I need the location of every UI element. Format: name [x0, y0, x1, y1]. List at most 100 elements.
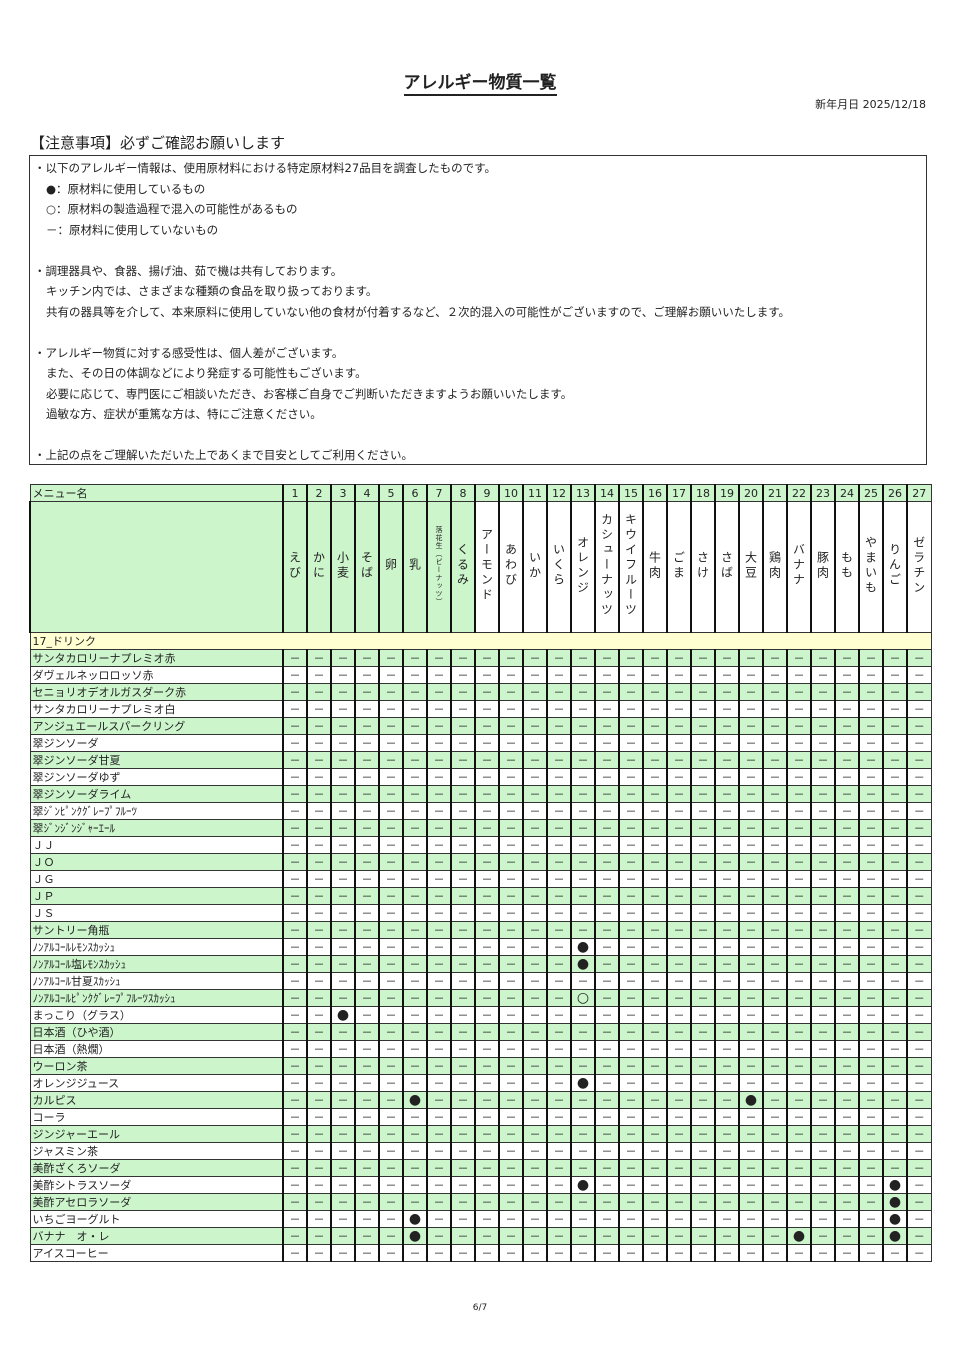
allergen-mark: － — [834, 972, 860, 990]
allergen-mark: － — [690, 887, 716, 905]
allergen-mark: － — [402, 887, 428, 905]
allergen-mark: － — [426, 955, 452, 973]
allergen-mark: － — [810, 1108, 836, 1126]
empty-mark: － — [313, 1026, 325, 1039]
empty-mark: － — [385, 1179, 397, 1192]
empty-mark: － — [361, 1111, 373, 1124]
allergen-mark: － — [642, 768, 668, 786]
allergen-mark: － — [882, 819, 908, 837]
empty-mark: － — [433, 703, 445, 716]
empty-mark: － — [841, 1094, 853, 1107]
allergen-mark: － — [642, 666, 668, 684]
allergen-mark: － — [882, 972, 908, 990]
allergen-mark: － — [522, 1040, 548, 1058]
allergen-mark: － — [570, 1040, 596, 1058]
empty-mark: － — [697, 1077, 709, 1090]
empty-mark: － — [409, 941, 421, 954]
allergen-mark: － — [306, 1040, 332, 1058]
allergen-number: 25 — [858, 484, 884, 502]
allergen-mark: － — [426, 785, 452, 803]
allergen-mark: － — [594, 1074, 620, 1092]
allergen-mark: － — [714, 938, 740, 956]
empty-mark: － — [553, 822, 565, 835]
allergen-mark: － — [882, 1057, 908, 1075]
empty-mark: － — [649, 1230, 661, 1243]
allergen-number: 13 — [570, 484, 596, 502]
empty-mark: － — [913, 1179, 925, 1192]
allergen-name-cell: やまいも — [858, 501, 884, 633]
empty-mark: － — [457, 1247, 469, 1260]
empty-mark: － — [505, 1230, 517, 1243]
empty-mark: － — [697, 652, 709, 665]
empty-mark: － — [505, 754, 517, 767]
allergen-mark: － — [426, 1210, 452, 1228]
allergen-mark: － — [498, 768, 524, 786]
allergen-mark: － — [570, 1023, 596, 1041]
allergen-mark: － — [282, 1176, 308, 1194]
empty-mark: － — [601, 1162, 613, 1175]
empty-mark: － — [745, 1213, 757, 1226]
allergen-mark: － — [546, 1006, 572, 1024]
allergen-mark: － — [450, 853, 476, 871]
empty-mark: － — [577, 720, 589, 733]
empty-mark: － — [913, 1009, 925, 1022]
allergen-mark: － — [570, 1108, 596, 1126]
empty-mark: － — [529, 1230, 541, 1243]
empty-mark: － — [697, 992, 709, 1005]
empty-mark: － — [793, 856, 805, 869]
empty-mark: － — [553, 958, 565, 971]
empty-mark: － — [913, 737, 925, 750]
allergen-mark: ● — [402, 1227, 428, 1245]
empty-mark: － — [601, 992, 613, 1005]
allergen-mark: － — [810, 649, 836, 667]
empty-mark: － — [289, 805, 301, 818]
empty-mark: － — [553, 720, 565, 733]
empty-mark: － — [577, 788, 589, 801]
empty-mark: － — [793, 873, 805, 886]
empty-mark: － — [361, 975, 373, 988]
allergen-mark: － — [450, 734, 476, 752]
empty-mark: － — [625, 1213, 637, 1226]
allergen-mark: － — [450, 1227, 476, 1245]
allergen-mark: － — [858, 1227, 884, 1245]
empty-mark: － — [745, 856, 757, 869]
empty-mark: － — [337, 686, 349, 699]
empty-mark: － — [649, 1128, 661, 1141]
allergen-mark: － — [714, 700, 740, 718]
allergen-mark: － — [498, 819, 524, 837]
allergen-mark: － — [858, 870, 884, 888]
allergen-mark: － — [762, 1006, 788, 1024]
allergen-mark: － — [786, 870, 812, 888]
allergen-name-cell: くるみ — [450, 501, 476, 633]
empty-mark: － — [721, 1060, 733, 1073]
allergen-mark: － — [882, 1108, 908, 1126]
empty-mark: － — [697, 720, 709, 733]
allergen-name: やまいも — [863, 535, 878, 596]
allergen-mark: － — [546, 717, 572, 735]
empty-mark: － — [601, 1026, 613, 1039]
allergen-mark: － — [810, 1125, 836, 1143]
empty-mark: － — [841, 924, 853, 937]
table-row: ジャスミン茶－－－－－－－－－－－－－－－－－－－－－－－－－－－ — [29, 1142, 932, 1160]
empty-mark: － — [289, 686, 301, 699]
empty-mark: － — [313, 873, 325, 886]
allergen-mark: － — [522, 870, 548, 888]
allergen-mark: － — [498, 972, 524, 990]
empty-mark: － — [889, 941, 901, 954]
empty-mark: － — [457, 958, 469, 971]
empty-mark: － — [889, 1162, 901, 1175]
allergen-mark: － — [786, 836, 812, 854]
empty-mark: － — [553, 1060, 565, 1073]
empty-mark: － — [865, 771, 877, 784]
allergen-mark: － — [738, 972, 764, 990]
allergen-mark: － — [810, 1193, 836, 1211]
empty-mark: － — [337, 941, 349, 954]
allergen-mark: － — [618, 1091, 644, 1109]
empty-mark: － — [721, 703, 733, 716]
table-row: 翠ジンソーダ－－－－－－－－－－－－－－－－－－－－－－－－－－－ — [29, 734, 932, 752]
allergen-mark: － — [690, 1176, 716, 1194]
allergen-mark: － — [570, 683, 596, 701]
allergen-mark: － — [714, 751, 740, 769]
allergen-mark: － — [594, 1159, 620, 1177]
empty-mark: － — [553, 1043, 565, 1056]
